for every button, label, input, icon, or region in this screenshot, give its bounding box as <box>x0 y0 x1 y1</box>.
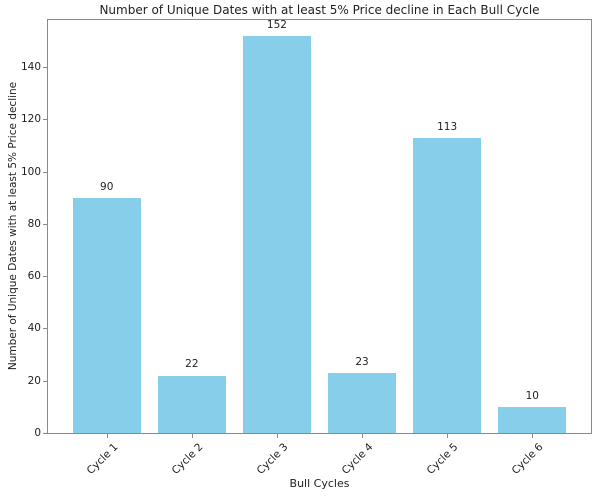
chart-title: Number of Unique Dates with at least 5% … <box>99 3 540 17</box>
bar-cycle-6 <box>498 406 567 433</box>
y-tick-mark <box>43 119 47 121</box>
y-tick-label: 140 <box>20 61 41 74</box>
bar-value-label: 23 <box>355 355 369 368</box>
x-axis-label: Bull Cycles <box>289 477 350 490</box>
x-tick-label: Cycle 1 <box>84 441 121 477</box>
y-tick-label: 80 <box>27 217 41 230</box>
bar-value-label: 10 <box>525 389 539 402</box>
y-tick-label: 20 <box>27 374 41 387</box>
y-tick-mark <box>43 328 47 330</box>
plot-area <box>47 19 592 434</box>
y-tick-mark <box>43 433 47 434</box>
bar-cycle-2 <box>157 375 226 433</box>
y-tick-mark <box>43 67 47 69</box>
x-tick-label: Cycle 2 <box>169 441 206 477</box>
y-tick-label: 40 <box>27 322 41 335</box>
x-tick-mark <box>532 434 534 438</box>
bar-cycle-4 <box>328 372 397 433</box>
x-tick-label: Cycle 4 <box>339 441 376 477</box>
bar-cycle-5 <box>413 137 482 433</box>
bar-value-label: 152 <box>266 18 287 31</box>
x-tick-label: Cycle 6 <box>509 441 546 477</box>
x-tick-mark <box>276 434 278 438</box>
x-tick-label: Cycle 5 <box>424 441 461 477</box>
x-tick-label: Cycle 3 <box>254 441 291 477</box>
y-tick-label: 120 <box>20 113 41 126</box>
y-tick-mark <box>43 171 47 173</box>
bar-value-label: 113 <box>437 120 458 133</box>
y-tick-mark <box>43 276 47 278</box>
bar-value-label: 90 <box>100 180 114 193</box>
bar-value-label: 22 <box>185 358 199 371</box>
x-tick-mark <box>191 434 193 438</box>
y-tick-label: 100 <box>20 165 41 178</box>
y-tick-mark <box>43 223 47 225</box>
bar-cycle-3 <box>242 35 311 433</box>
x-tick-mark <box>362 434 364 438</box>
x-tick-mark <box>106 434 108 438</box>
bar-cycle-1 <box>72 197 141 433</box>
y-tick-mark <box>43 380 47 382</box>
y-tick-label: 0 <box>34 427 41 439</box>
x-tick-mark <box>447 434 449 438</box>
y-tick-label: 60 <box>27 270 41 283</box>
